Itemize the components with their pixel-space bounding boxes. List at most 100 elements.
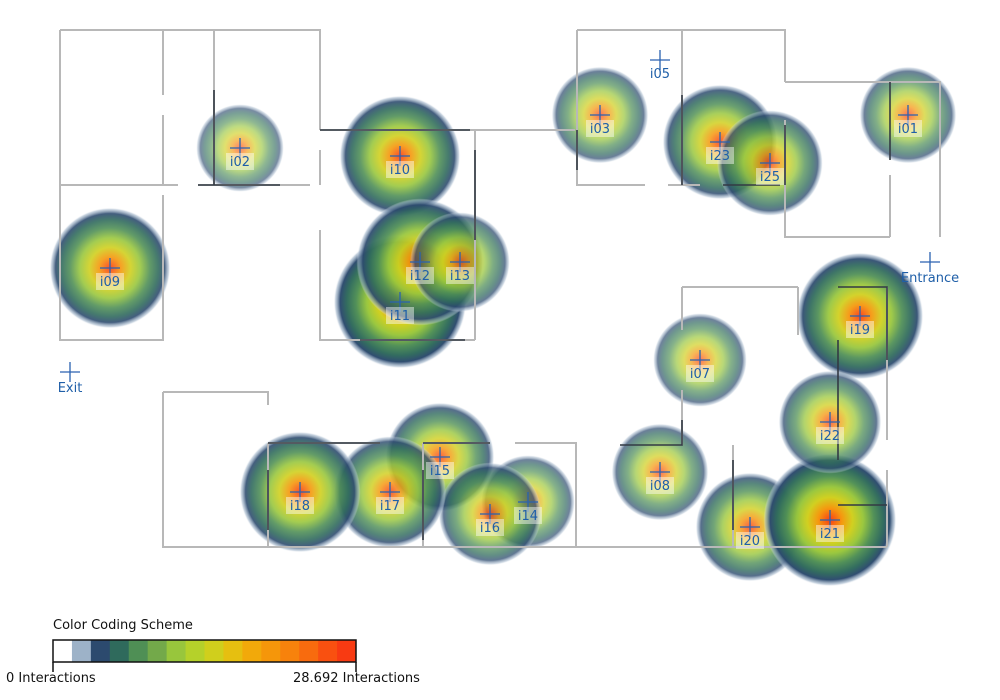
marker-label: i11 — [390, 309, 410, 324]
legend-swatch — [261, 640, 281, 662]
waypoint-label: Exit — [58, 381, 83, 396]
marker-i01[interactable]: i01 — [894, 105, 922, 137]
marker-label-bg — [846, 321, 874, 338]
marker-i19[interactable]: i19 — [846, 306, 874, 338]
legend-swatch — [71, 640, 92, 662]
marker-label-bg — [586, 120, 614, 137]
marker-i13[interactable]: i13 — [446, 252, 474, 284]
marker-label: i19 — [850, 323, 870, 338]
marker-label: i13 — [450, 269, 470, 284]
marker-label: i08 — [650, 479, 670, 494]
legend-swatch — [53, 640, 73, 662]
legend-swatch — [299, 640, 319, 662]
crosshair-icon — [390, 292, 410, 312]
marker-label-bg — [96, 273, 124, 290]
marker-label: i14 — [518, 509, 538, 524]
walls-dark — [198, 82, 891, 540]
crosshair-icon — [920, 252, 940, 272]
marker-i10[interactable]: i10 — [386, 146, 414, 178]
marker-i23[interactable]: i23 — [706, 132, 734, 164]
marker-i07[interactable]: i07 — [686, 350, 714, 382]
marker-label: i20 — [740, 534, 760, 549]
legend-swatch — [185, 640, 205, 662]
marker-label-bg — [476, 519, 504, 536]
legend-swatch — [337, 640, 357, 662]
marker-i08[interactable]: i08 — [646, 462, 674, 494]
marker-label-bg — [386, 161, 414, 178]
waypoint-label: Entrance — [901, 271, 959, 286]
marker-label-bg — [756, 168, 784, 185]
crosshair-icon — [850, 306, 870, 326]
marker-label: i01 — [898, 122, 918, 137]
legend-swatch — [90, 640, 111, 662]
crosshair-icon — [290, 482, 310, 502]
crosshair-icon — [410, 252, 430, 272]
marker-i15[interactable]: i15 — [426, 447, 454, 479]
marker-i12[interactable]: i12 — [406, 252, 434, 284]
crosshair-icon — [480, 504, 500, 524]
marker-i22[interactable]: i22 — [816, 412, 844, 444]
marker-label: i09 — [100, 275, 120, 290]
legend-min-label: 0 Interactions — [6, 671, 96, 686]
crosshair-icon — [690, 350, 710, 370]
marker-label-bg — [894, 120, 922, 137]
marker-label: i15 — [430, 464, 450, 479]
marker-label: i10 — [390, 163, 410, 178]
crosshair-icon — [60, 362, 80, 382]
crosshair-icon — [518, 492, 538, 512]
marker-label: i12 — [410, 269, 430, 284]
marker-i16[interactable]: i16 — [476, 504, 504, 536]
marker-i03[interactable]: i03 — [586, 105, 614, 137]
crosshair-icon — [820, 412, 840, 432]
crosshair-icon — [820, 510, 840, 530]
marker-label: i18 — [290, 499, 310, 514]
legend-swatch — [109, 640, 130, 662]
legend-swatch — [166, 640, 187, 662]
heat-layer — [49, 66, 957, 587]
waypoint-exit[interactable]: Exit — [58, 362, 83, 396]
marker-i14[interactable]: i14 — [514, 492, 542, 524]
legend-title: Color Coding Scheme — [53, 618, 193, 633]
crosshair-icon — [590, 105, 610, 125]
marker-label-bg — [386, 307, 414, 324]
legend-swatch — [147, 640, 168, 662]
marker-label: i25 — [760, 170, 780, 185]
marker-label: i21 — [820, 527, 840, 542]
marker-label: i17 — [380, 499, 400, 514]
crosshair-icon — [390, 146, 410, 166]
crosshair-icon — [650, 50, 670, 70]
marker-label: i03 — [590, 122, 610, 137]
marker-layer: i01 i02 i03 i05 i07 i08 i09 i10 i11 i12 i13 i14 i15 i… — [58, 50, 959, 549]
crosshair-icon — [100, 258, 120, 278]
marker-i17[interactable]: i17 — [376, 482, 404, 514]
waypoint-entrance[interactable]: Entrance — [901, 252, 959, 286]
marker-label-bg — [514, 507, 542, 524]
marker-i18[interactable]: i18 — [286, 482, 314, 514]
legend-swatch — [318, 640, 338, 662]
marker-label-bg — [816, 427, 844, 444]
marker-i09[interactable]: i09 — [96, 258, 124, 290]
marker-i20[interactable]: i20 — [736, 517, 764, 549]
marker-label-bg — [686, 365, 714, 382]
marker-label-bg — [706, 147, 734, 164]
marker-label: i23 — [710, 149, 730, 164]
crosshair-icon — [710, 132, 730, 152]
crosshair-icon — [760, 153, 780, 173]
marker-label: i02 — [230, 155, 250, 170]
marker-i11[interactable]: i11 — [386, 292, 414, 324]
marker-i25[interactable]: i25 — [756, 153, 784, 185]
marker-i05[interactable]: i05 — [646, 50, 674, 82]
crosshair-icon — [380, 482, 400, 502]
marker-label-bg — [376, 497, 404, 514]
marker-label: i05 — [650, 67, 670, 82]
marker-i02[interactable]: i02 — [226, 138, 254, 170]
marker-i21[interactable]: i21 — [816, 510, 844, 542]
marker-label-bg — [446, 267, 474, 284]
legend-swatch — [204, 640, 224, 662]
crosshair-icon — [430, 447, 450, 467]
marker-label-bg — [426, 462, 454, 479]
legend-swatch — [280, 640, 300, 662]
legend-swatch — [223, 640, 243, 662]
legend-max-label: 28.692 Interactions — [293, 671, 420, 686]
